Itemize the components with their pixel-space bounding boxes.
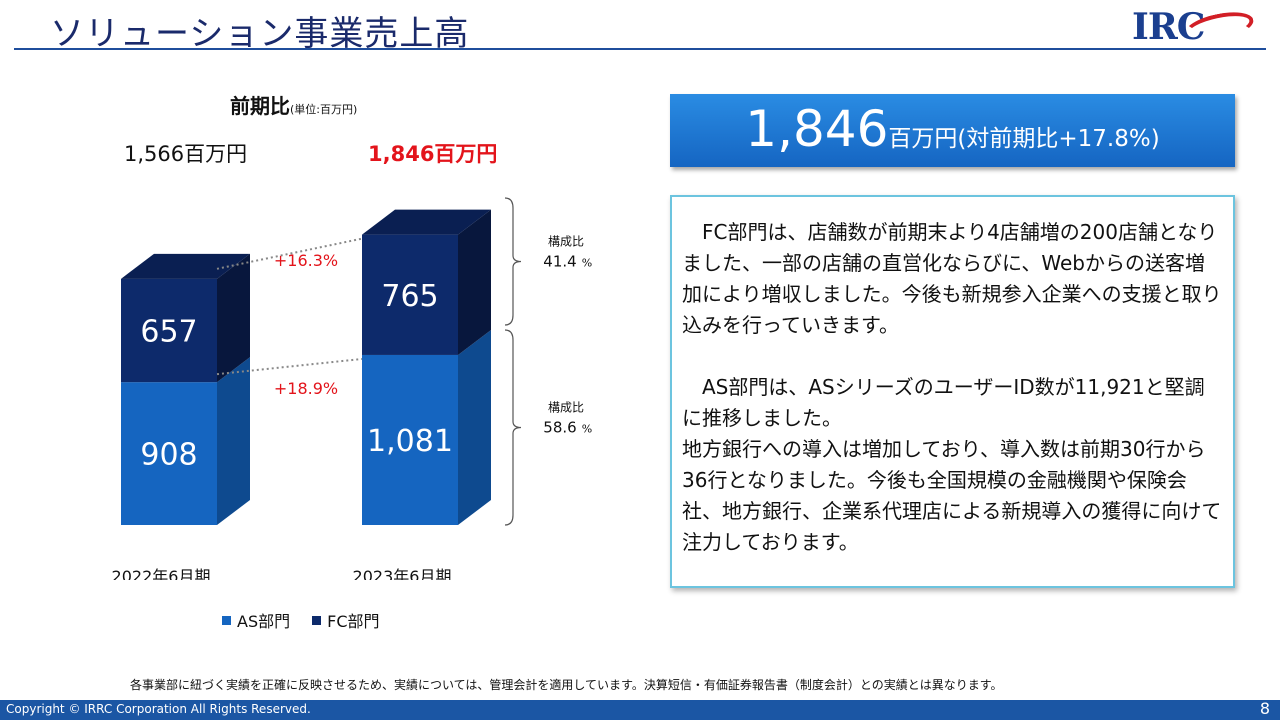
summary-box: FC部門は、店舗数が前期末より4店舗増の200店舗となりました、一部の店舗の直営…	[670, 195, 1235, 588]
footer-bar: Copyright © IRRC Corporation All Rights …	[0, 699, 1280, 720]
bar-label-as-0: 908	[140, 438, 197, 473]
category-label-1: 2023年6月期	[353, 567, 452, 580]
summary-paragraph-fc: FC部門は、店舗数が前期末より4店舗増の200店舗となりました、一部の店舗の直営…	[682, 220, 1222, 337]
connector-as	[216, 357, 363, 376]
legend-label-as: AS部門	[237, 612, 291, 631]
bar-as-1	[362, 354, 458, 525]
chart-heading-title: 前期比	[230, 94, 290, 118]
summary-paragraph-banks: 地方銀行への導入は増加しており、導入数は前期30行から36行となりました。今後も…	[682, 437, 1222, 554]
brace-fc	[504, 197, 522, 326]
legend-item-fc: FC部門	[312, 608, 380, 632]
summary-paragraph-as: AS部門は、ASシリーズのユーザーID数が11,921と堅調に推移しました。	[682, 375, 1205, 430]
bar-fc-1	[362, 234, 458, 355]
stacked-bar-chart: 908 657 2022年6月期 1,081 765 2023年6月期 +16.3% +18.…	[112, 197, 592, 580]
composition-value-as: 58.6	[543, 419, 576, 437]
banner-value: 1,846	[745, 100, 889, 158]
title-divider	[14, 48, 1266, 50]
bar-as-0	[121, 382, 217, 525]
growth-label-as: +18.9%	[274, 379, 338, 398]
legend-swatch-fc	[312, 615, 322, 625]
bar-label-as-1: 1,081	[367, 424, 453, 459]
legend-label-fc: FC部門	[327, 612, 380, 631]
logo-text: IRC	[1132, 6, 1205, 48]
legend-item-as: AS部門	[222, 608, 290, 632]
composition-label-fc: 構成比	[548, 235, 584, 249]
bar-as-side-0	[217, 357, 250, 525]
page-number: 8	[1259, 699, 1270, 718]
bar-label-fc-1: 765	[381, 279, 438, 314]
summary-spacer	[682, 341, 1223, 372]
bar-fc-side-1	[458, 209, 491, 355]
company-logo: IRC	[1132, 6, 1258, 48]
bar-top-0	[121, 253, 250, 279]
total-2022: 1,566百万円	[124, 142, 248, 166]
composition-value-fc: 41.4	[543, 253, 576, 271]
bar-top-1	[362, 209, 491, 235]
bar-fc-side-0	[217, 253, 250, 383]
chart-legend: AS部門 FC部門	[222, 608, 380, 632]
composition-label-as: 構成比	[548, 401, 584, 415]
copyright: Copyright © IRRC Corporation All Rights …	[6, 702, 311, 716]
footnote: 各事業部に紐づく実績を正確に反映させるため、実績については、管理会計を適用してい…	[130, 678, 1003, 692]
chart-heading: 前期比(単位:百万円)	[230, 90, 357, 119]
composition-unit-fc: %	[582, 257, 592, 270]
chart-heading-unit: (単位:百万円)	[290, 103, 358, 116]
total-banner: 1,846 百万円(対前期比+17.8%)	[670, 94, 1235, 167]
growth-label-fc: +16.3%	[274, 251, 338, 270]
brace-as	[504, 329, 522, 526]
banner-suffix: 百万円(対前期比+17.8%)	[888, 126, 1160, 152]
composition-unit-as: %	[582, 423, 592, 436]
category-label-0: 2022年6月期	[112, 567, 211, 580]
bar-as-side-1	[458, 329, 491, 525]
bar-label-fc-0: 657	[140, 314, 197, 349]
page-title: ソリューション事業売上高	[50, 14, 470, 54]
legend-swatch-as	[222, 615, 231, 625]
bar-fc-0	[121, 278, 217, 383]
total-2023: 1,846百万円	[368, 142, 498, 166]
